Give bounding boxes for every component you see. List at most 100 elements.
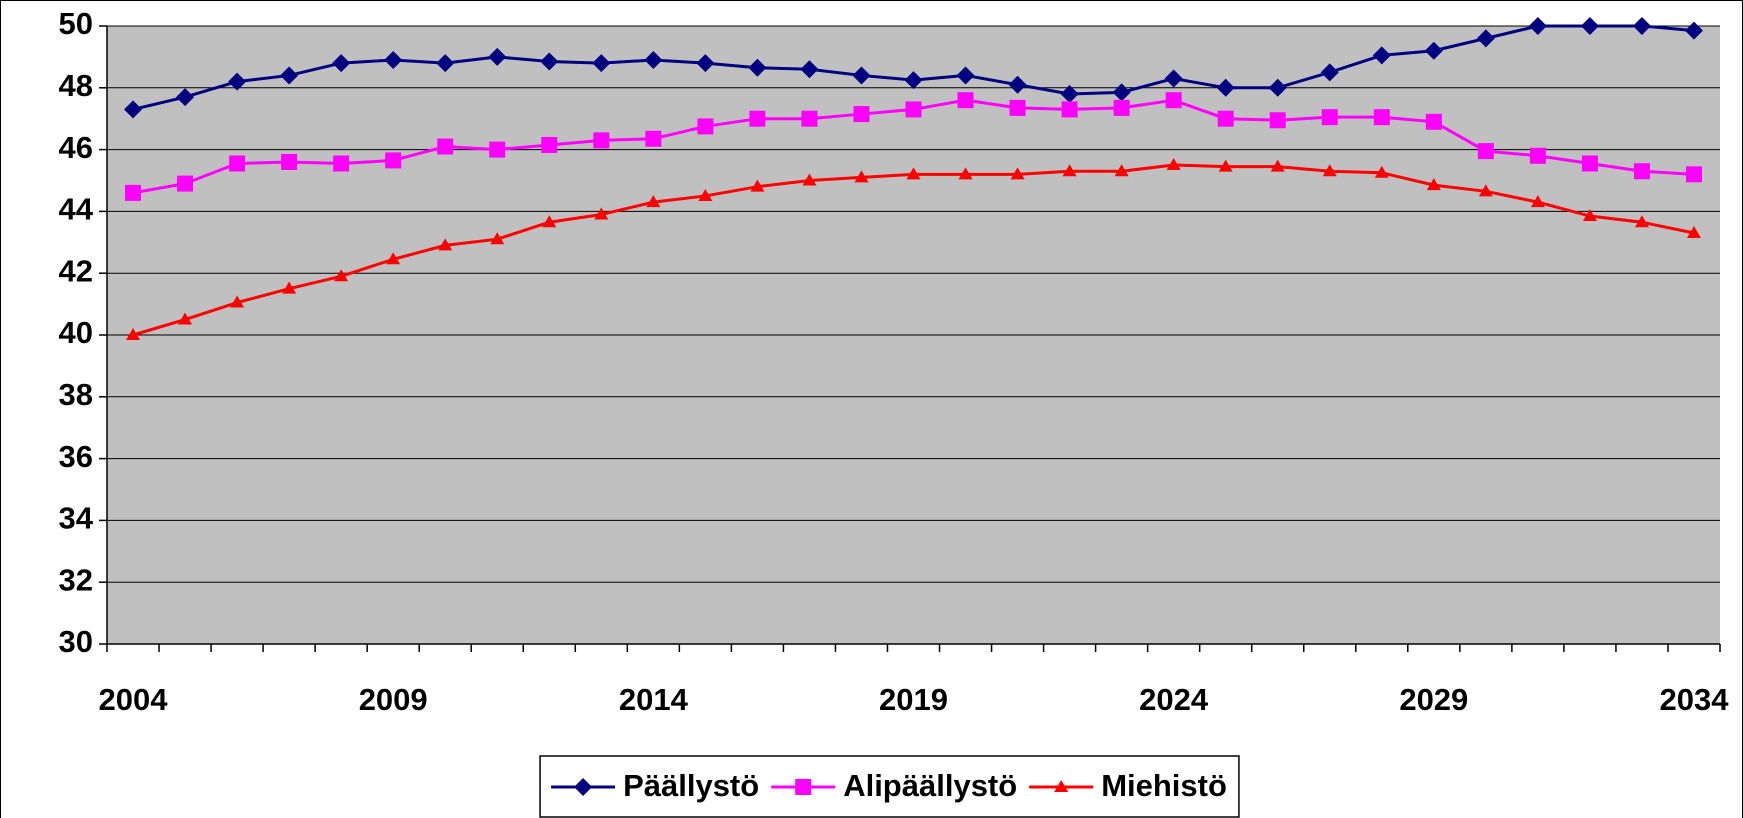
marker xyxy=(1166,158,1181,171)
x-tick-label: 2004 xyxy=(99,682,169,717)
x-tick-label: 2034 xyxy=(1659,682,1729,717)
marker xyxy=(644,50,663,69)
marker xyxy=(280,66,299,85)
marker xyxy=(1634,215,1649,228)
marker xyxy=(437,138,454,155)
marker xyxy=(802,173,817,186)
marker xyxy=(1216,78,1235,97)
y-tick-label: 44 xyxy=(59,192,94,227)
marker xyxy=(1112,83,1131,102)
marker xyxy=(592,54,611,73)
marker xyxy=(386,252,401,265)
marker xyxy=(795,779,812,795)
marker xyxy=(1217,110,1234,127)
marker xyxy=(126,328,141,340)
marker xyxy=(1164,69,1183,88)
marker xyxy=(1218,159,1233,172)
marker xyxy=(489,141,506,158)
marker xyxy=(177,175,194,192)
x-tick-label: 2009 xyxy=(359,682,428,717)
marker xyxy=(748,58,767,77)
marker xyxy=(1165,92,1182,109)
marker xyxy=(800,60,819,79)
marker xyxy=(332,54,351,73)
marker xyxy=(1373,109,1390,126)
marker xyxy=(438,238,453,251)
legend-label: Alipäällystö xyxy=(843,768,1017,803)
marker xyxy=(1426,178,1441,191)
marker xyxy=(541,136,558,153)
marker xyxy=(178,312,193,325)
marker xyxy=(854,170,869,183)
marker xyxy=(1054,780,1069,792)
y-tick-label: 30 xyxy=(59,624,93,659)
marker xyxy=(1477,143,1494,160)
marker xyxy=(1424,41,1443,60)
marker xyxy=(1060,84,1079,103)
y-tick-label: 48 xyxy=(59,68,93,103)
marker xyxy=(540,52,559,71)
marker xyxy=(229,155,246,172)
y-tick-label: 32 xyxy=(59,562,93,597)
marker xyxy=(1582,209,1597,222)
marker xyxy=(646,195,661,208)
marker xyxy=(1684,21,1703,40)
marker xyxy=(230,295,245,308)
marker xyxy=(125,184,142,201)
marker xyxy=(490,232,505,245)
marker xyxy=(574,778,593,796)
marker xyxy=(1009,99,1026,116)
marker xyxy=(697,118,714,135)
marker xyxy=(957,92,974,109)
marker xyxy=(1374,165,1389,178)
marker xyxy=(1010,167,1025,180)
marker xyxy=(228,72,247,91)
y-tick-label: 46 xyxy=(59,130,93,165)
marker xyxy=(1686,226,1701,239)
marker xyxy=(852,66,871,85)
marker xyxy=(750,179,765,192)
marker xyxy=(594,207,609,220)
marker xyxy=(698,188,713,201)
legend-label: Miehistö xyxy=(1101,768,1227,803)
marker xyxy=(1580,17,1599,35)
marker xyxy=(1268,78,1287,97)
marker xyxy=(1320,63,1339,82)
y-tick-label: 40 xyxy=(59,315,93,350)
marker xyxy=(1113,99,1130,116)
y-tick-label: 36 xyxy=(59,439,93,474)
marker xyxy=(906,167,921,180)
x-tick-label: 2024 xyxy=(1139,682,1209,717)
y-tick-label: 38 xyxy=(59,377,93,412)
marker xyxy=(1270,159,1285,172)
marker xyxy=(853,106,870,123)
marker xyxy=(958,167,973,180)
y-tick-label: 34 xyxy=(59,501,94,536)
y-tick-label: 50 xyxy=(59,6,93,41)
x-tick-label: 2019 xyxy=(879,682,948,717)
marker xyxy=(124,100,143,119)
marker xyxy=(333,155,350,172)
marker xyxy=(1372,46,1391,65)
marker xyxy=(281,153,298,170)
legend-box xyxy=(539,755,1240,818)
marker xyxy=(801,110,818,127)
marker xyxy=(956,66,975,85)
marker xyxy=(904,71,923,90)
marker xyxy=(593,132,610,149)
legend-label: Päällystö xyxy=(623,768,759,803)
marker xyxy=(176,88,195,107)
marker xyxy=(1632,17,1651,35)
marker xyxy=(1478,184,1493,197)
marker xyxy=(282,281,297,294)
marker xyxy=(384,50,403,69)
marker xyxy=(385,152,402,169)
marker xyxy=(905,101,922,118)
x-tick-label: 2029 xyxy=(1399,682,1468,717)
marker xyxy=(1476,29,1495,48)
marker xyxy=(1322,164,1337,177)
x-tick-label: 2014 xyxy=(619,682,689,717)
marker xyxy=(1061,101,1078,118)
marker xyxy=(334,269,349,282)
